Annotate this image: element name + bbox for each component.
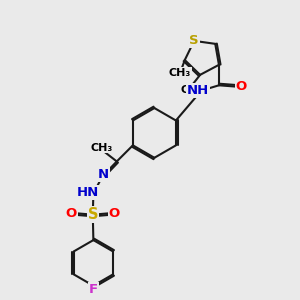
Text: N: N [98,168,109,182]
Text: O: O [65,207,77,220]
Text: NH: NH [187,84,209,97]
Text: O: O [236,80,247,93]
Text: S: S [88,207,98,222]
Text: F: F [89,283,98,296]
Text: CH₃: CH₃ [181,85,203,95]
Text: CH₃: CH₃ [90,143,113,153]
Text: HN: HN [77,186,99,199]
Text: O: O [109,207,120,220]
Text: S: S [189,34,199,47]
Text: CH₃: CH₃ [169,68,191,78]
